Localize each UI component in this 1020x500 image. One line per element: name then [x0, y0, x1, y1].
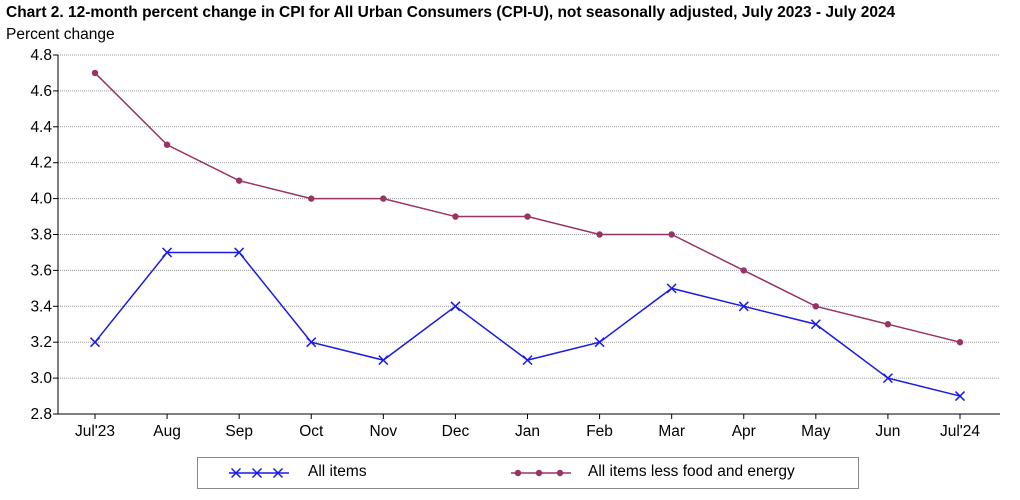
- data-point-all-items: [594, 337, 605, 348]
- y-tick-label: 4.8: [30, 47, 52, 64]
- data-point-all-items: [450, 301, 461, 312]
- x-tick-label: Jan: [515, 423, 540, 440]
- legend-label-core: All items less food and energy: [588, 463, 795, 480]
- y-tick-label: 2.8: [30, 406, 52, 423]
- y-tick-label: 4.6: [30, 83, 52, 100]
- legend-marker-all-items: [230, 467, 242, 479]
- y-tick-label: 3.8: [30, 227, 52, 244]
- y-tick-label: 4.4: [30, 119, 52, 136]
- y-tick-label: 4.2: [30, 155, 52, 172]
- x-tick-label: Jul'23: [75, 423, 115, 440]
- data-point-all-items: [306, 337, 317, 348]
- data-point-core: [812, 303, 820, 310]
- data-point-all-items: [89, 337, 101, 348]
- data-point-all-items: [162, 247, 173, 258]
- data-point-all-items: [810, 319, 821, 330]
- data-point-core: [380, 195, 387, 202]
- legend-marker-all-items: [251, 467, 263, 479]
- x-tick-label: Mar: [658, 423, 685, 440]
- data-point-core: [452, 213, 459, 220]
- data-point-all-items: [882, 373, 893, 384]
- data-point-core: [163, 141, 171, 148]
- x-tick-label: Oct: [299, 423, 324, 440]
- x-tick-label: Feb: [586, 423, 613, 440]
- x-tick-label: Aug: [153, 423, 181, 440]
- y-tick-label: 3.6: [30, 262, 52, 279]
- legend: [197, 457, 859, 489]
- data-point-core: [956, 339, 964, 346]
- legend-marker-all-items: [272, 467, 284, 479]
- data-point-all-items: [378, 355, 389, 366]
- data-point-core: [308, 195, 315, 202]
- legend-marker-core: [535, 469, 543, 477]
- x-tick-label: May: [801, 423, 831, 440]
- data-point-all-items: [522, 355, 533, 366]
- y-tick-label: 4.0: [30, 191, 52, 208]
- legend-marker-core: [514, 469, 522, 477]
- data-point-core: [668, 231, 675, 238]
- legend-label-all-items: All items: [308, 463, 367, 480]
- data-point-all-items: [666, 283, 677, 294]
- y-tick-label: 3.0: [30, 370, 52, 387]
- x-tick-label: Nov: [370, 423, 398, 440]
- x-tick-label: Jun: [875, 423, 900, 440]
- y-axis-label: Percent change: [6, 26, 115, 43]
- data-point-core: [884, 321, 892, 328]
- data-point-all-items: [738, 301, 749, 312]
- x-tick-label: Apr: [732, 423, 756, 440]
- data-point-core: [740, 267, 747, 274]
- data-point-core: [235, 177, 243, 184]
- data-point-core: [596, 231, 603, 238]
- data-point-core: [91, 69, 99, 77]
- y-tick-label: 3.2: [30, 334, 52, 351]
- y-tick-label: 3.4: [30, 298, 52, 315]
- x-tick-label: Dec: [442, 423, 470, 440]
- legend-marker-core: [556, 469, 564, 477]
- data-point-core: [524, 213, 531, 220]
- data-point-all-items: [234, 247, 245, 258]
- data-point-all-items: [954, 391, 966, 402]
- chart-title: Chart 2. 12-month percent change in CPI …: [6, 4, 896, 21]
- x-tick-label: Jul'24: [940, 423, 980, 440]
- x-tick-label: Sep: [225, 423, 253, 440]
